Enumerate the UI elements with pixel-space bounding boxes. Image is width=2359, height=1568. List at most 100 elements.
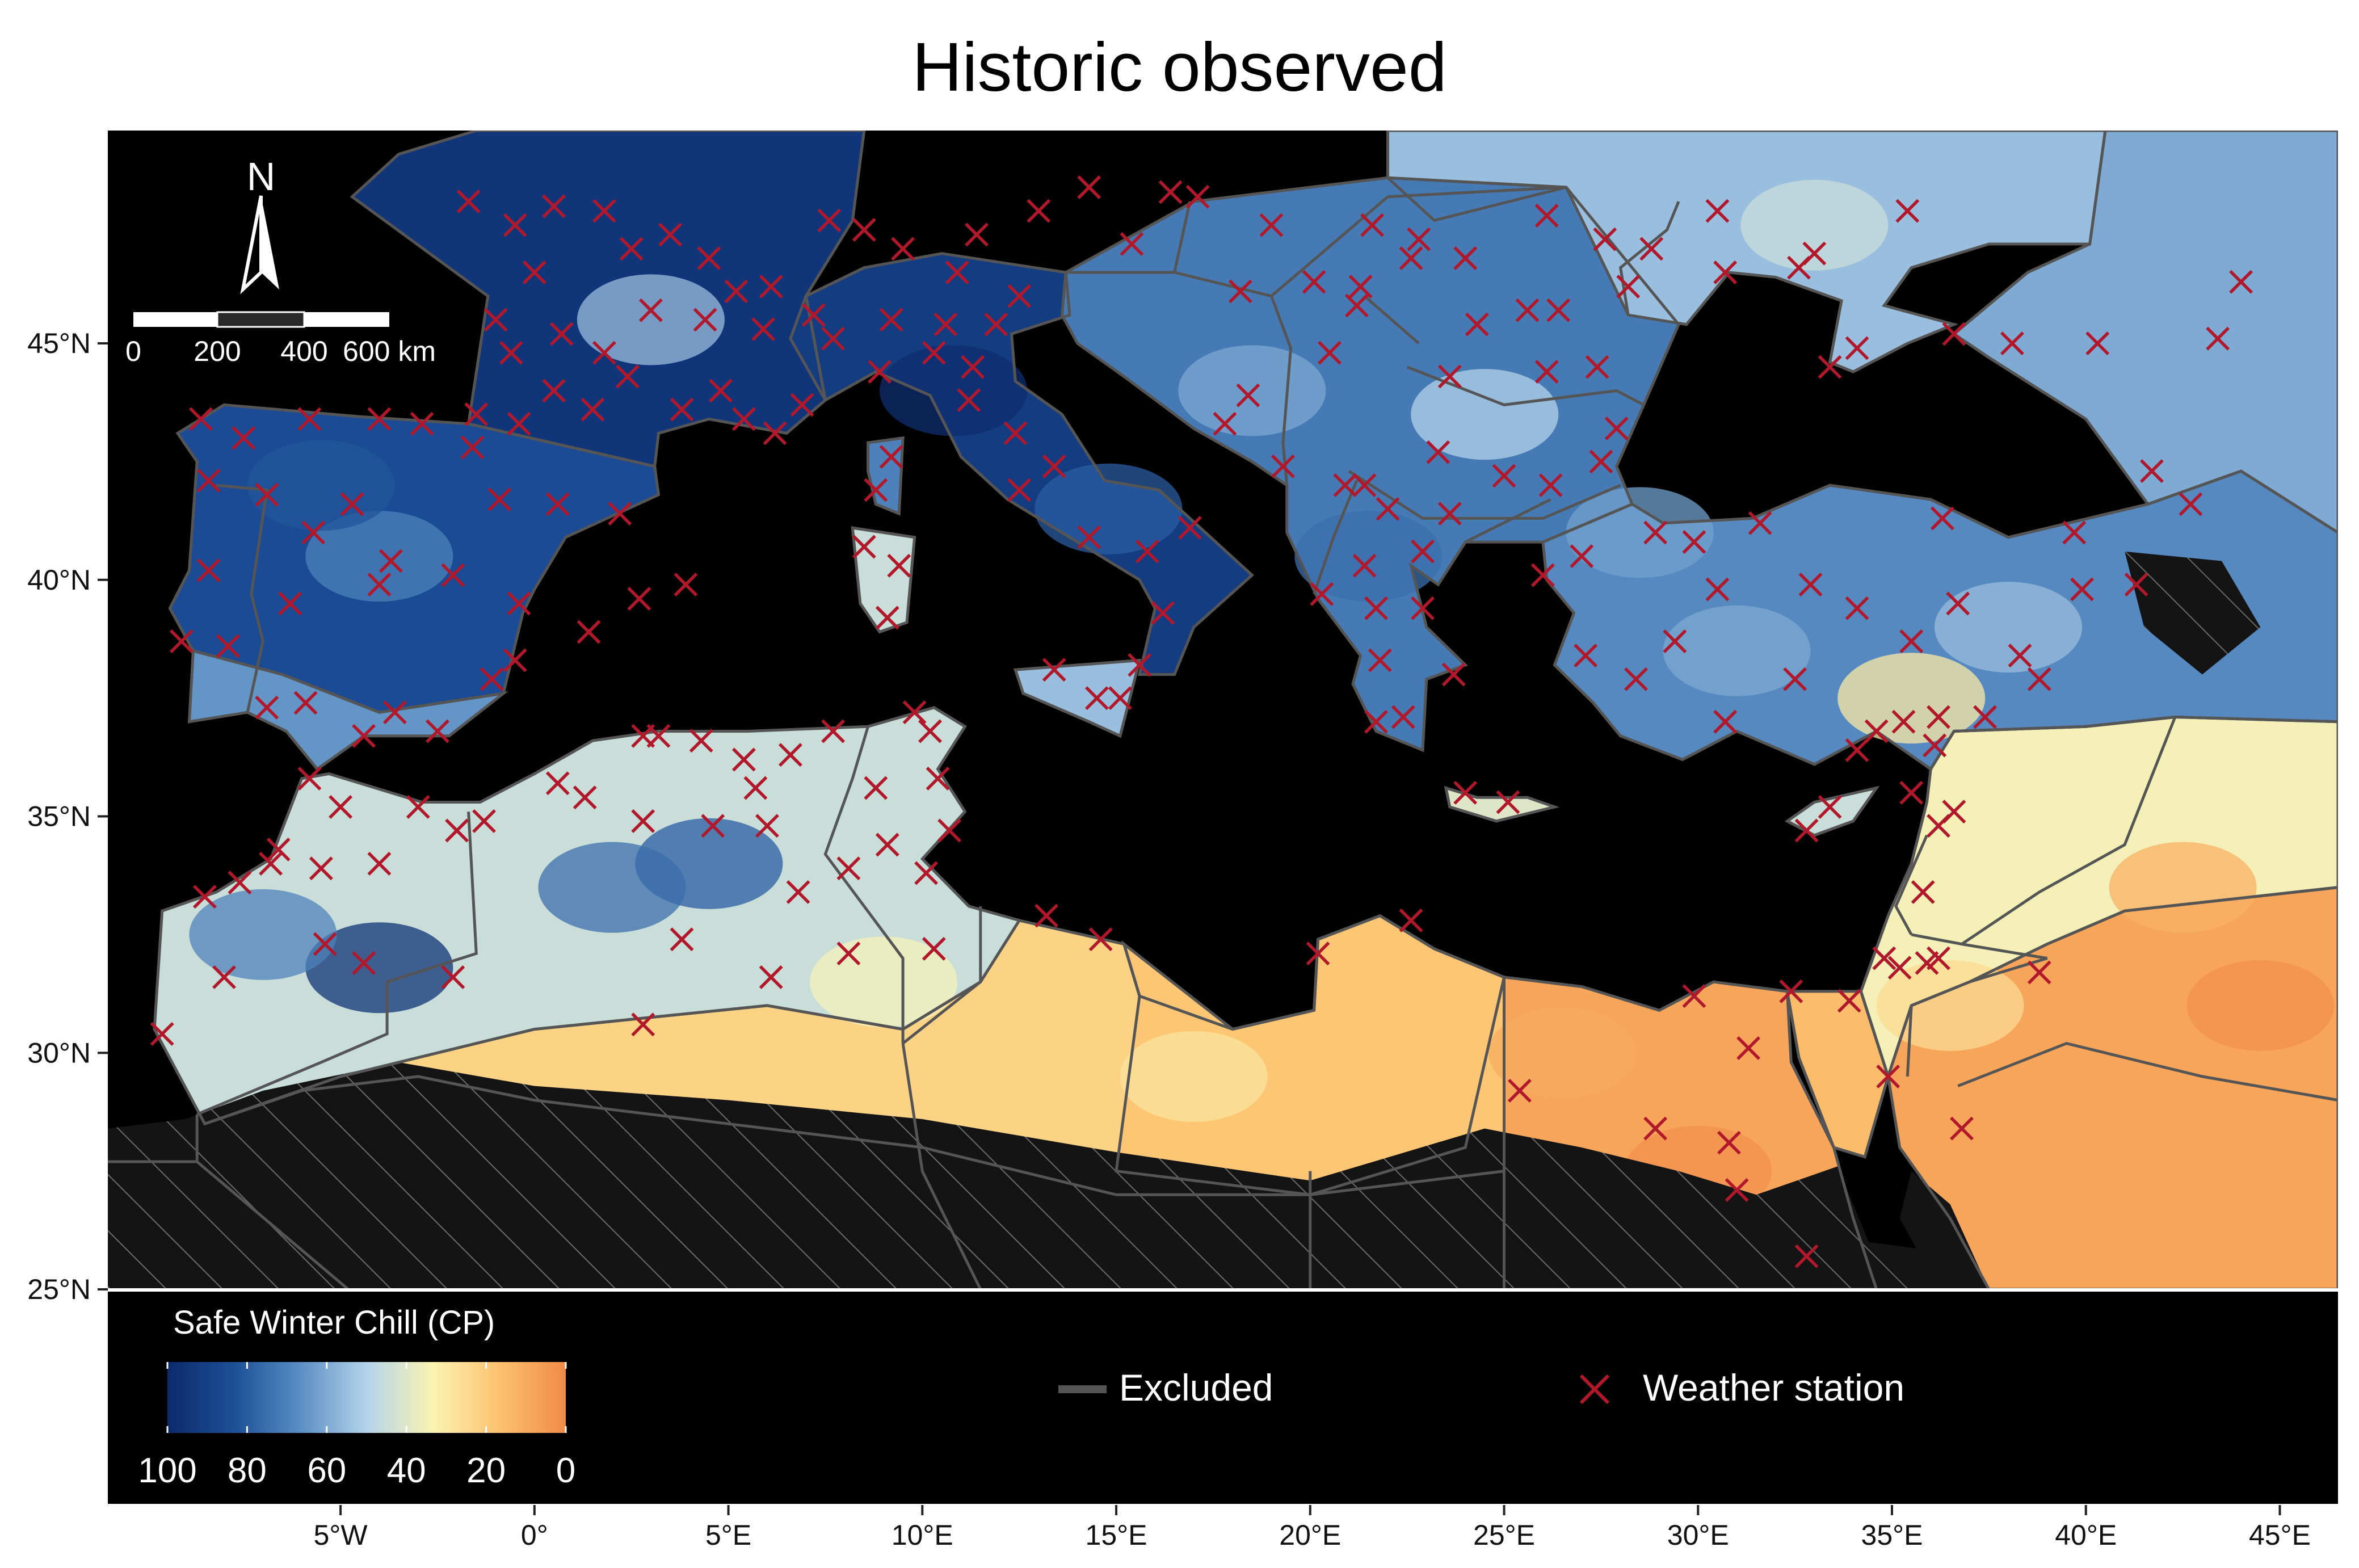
weather-station-marker: [891, 237, 915, 261]
colorbar-label: 100: [138, 1451, 196, 1490]
weather-station-marker: [2027, 960, 2051, 985]
weather-station-marker: [456, 190, 481, 213]
weather-station-marker: [1946, 591, 1970, 616]
weather-station-marker: [367, 573, 392, 597]
weather-station-marker: [708, 379, 733, 403]
weather-station-marker: [1930, 506, 1954, 531]
weather-station-marker: [1399, 908, 1423, 932]
weather-station-marker: [1352, 553, 1377, 578]
weather-station-marker: [836, 856, 861, 881]
chill-patch: [2186, 960, 2335, 1051]
weather-station-marker: [1441, 662, 1466, 687]
weather-station-marker: [945, 260, 969, 284]
longitude-axis: 5°W 0° 5°E 10°E 15°E 20°E 25°E 30°E 35°E 40°E 45°E: [314, 1505, 2311, 1551]
weather-station-marker: [2139, 459, 2164, 484]
map-title: Historic observed: [912, 28, 1447, 106]
weather-station-marker: [836, 941, 861, 966]
weather-station-marker: [759, 275, 783, 299]
scale-bar-label-600: 600 km: [343, 335, 436, 367]
weather-station-marker: [507, 591, 531, 616]
weather-station-marker: [1837, 989, 1861, 1013]
weather-station-marker: [460, 435, 485, 460]
weather-station-marker: [957, 388, 981, 413]
lon-tick-label: 25°E: [1473, 1519, 1535, 1551]
north-arrow-label: N: [247, 154, 276, 199]
border-line: [1957, 1041, 2338, 1102]
weather-station-marker: [1818, 355, 1842, 379]
weather-station-marker: [658, 222, 682, 247]
map-panel: [108, 131, 2338, 1289]
weather-station-marker: [1035, 903, 1058, 928]
weather-station-marker: [1368, 648, 1392, 672]
weather-station-marker: [196, 468, 221, 493]
weather-station-marker: [1310, 582, 1334, 606]
weather-station-marker: [581, 397, 605, 422]
weather-station-marker: [1713, 260, 1738, 284]
weather-station-marker: [689, 729, 713, 753]
weather-station-marker: [1453, 780, 1478, 805]
weather-station-marker: [1891, 709, 1916, 734]
weather-station-marker: [1927, 705, 1950, 729]
weather-station-marker: [1437, 502, 1462, 526]
weather-station-marker: [1589, 449, 1613, 474]
weather-station-marker: [313, 932, 337, 956]
weather-station-marker: [483, 308, 508, 332]
weather-station-marker: [2027, 667, 2051, 691]
weather-station-marker: [1942, 322, 1966, 346]
weather-station-marker: [1895, 199, 1920, 223]
weather-station-marker: [608, 502, 632, 526]
border-line: [901, 1043, 982, 1289]
weather-station-marker: [670, 397, 694, 422]
weather-station-marker: [2000, 331, 2024, 356]
weather-station-marker: [631, 809, 655, 833]
weather-station-marker: [875, 833, 899, 857]
weather-station-marker: [887, 553, 911, 578]
weather-station-marker: [1507, 1078, 1532, 1103]
border-line: [1894, 834, 1928, 936]
weather-station-marker: [1077, 525, 1101, 549]
colorbar-label: 80: [228, 1451, 267, 1490]
weather-station-marker: [1158, 180, 1183, 204]
weather-station-marker: [693, 308, 717, 332]
colorbar-label: 0: [556, 1451, 575, 1490]
lon-tick-label: 40°E: [2055, 1519, 2117, 1551]
chill-patch: [1035, 463, 1183, 554]
weather-station-marker: [1538, 473, 1563, 498]
land-balkans: [1062, 178, 1679, 750]
coastline-sicily: [1013, 658, 1142, 738]
scale-bar-label-0: 0: [125, 335, 141, 367]
border-line: [1961, 943, 2048, 983]
border-line: [823, 726, 905, 1044]
weather-station-marker: [852, 218, 876, 242]
coastline-corsica: [867, 436, 905, 516]
weather-station-marker: [2008, 644, 2032, 668]
weather-station-marker: [1794, 818, 1819, 843]
weather-station-marker: [984, 312, 1008, 337]
lon-tick-label: 5°E: [705, 1519, 751, 1551]
border-line: [1173, 201, 1192, 273]
weather-station-marker: [1453, 246, 1478, 270]
weather-station-marker: [499, 340, 523, 365]
border-line: [1066, 271, 1293, 486]
border-line: [108, 1114, 199, 1163]
land-sardinia: [852, 528, 915, 632]
weather-station-marker: [1407, 227, 1431, 251]
weather-station-marker: [1899, 780, 1924, 805]
latitude-axis: 25°N 30°N 35°N 40°N 45°N: [27, 327, 108, 1305]
border-line: [1387, 186, 1567, 199]
weather-station-marker: [297, 407, 322, 431]
weather-station-marker: [922, 340, 946, 365]
chill-patch: [189, 889, 337, 980]
lon-tick-label: 45°E: [2249, 1519, 2311, 1551]
colorbar-label: 60: [307, 1451, 346, 1490]
weather-station-marker: [1798, 573, 1823, 597]
weather-station-marker: [817, 208, 842, 233]
weather-station-marker: [2062, 520, 2087, 545]
weather-station-marker: [731, 747, 756, 772]
legend-panel: Safe Winter Chill (CP) 100 80 60 40 20 0 Excl…: [108, 1292, 2338, 1504]
weather-stations: [150, 175, 2253, 1268]
weather-station-marker: [545, 771, 570, 796]
weather-station-marker: [1128, 653, 1152, 677]
weather-station-marker: [701, 814, 725, 838]
station-legend-label: Weather station: [1643, 1367, 1904, 1409]
